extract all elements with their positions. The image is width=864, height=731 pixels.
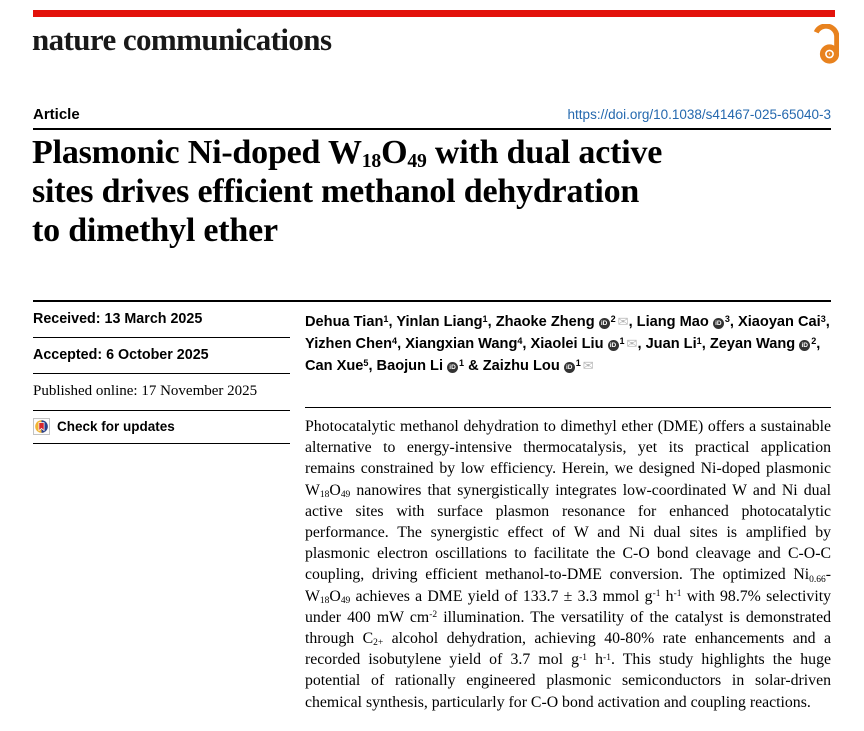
envelope-icon[interactable]: ✉	[626, 336, 638, 351]
received-date: Received: 13 March 2025	[33, 302, 290, 338]
author-name: Juan Li	[645, 336, 697, 352]
author-name: Dehua Tian	[305, 314, 384, 330]
accepted-date: Accepted: 6 October 2025	[33, 338, 290, 374]
page-title: Plasmonic Ni-doped W18O49 with dual acti…	[32, 133, 662, 250]
article-history-sidebar: Received: 13 March 2025 Accepted: 6 Octo…	[33, 302, 290, 444]
open-access-icon	[813, 24, 839, 64]
envelope-icon[interactable]: ✉	[582, 358, 594, 373]
article-meta-row: Article https://doi.org/10.1038/s41467-0…	[33, 106, 831, 123]
affiliation-number: 1	[383, 314, 389, 325]
affiliation-number: 2	[811, 336, 817, 347]
orcid-id-icon[interactable]: iD	[598, 318, 610, 329]
author-list: Dehua Tian1, Yinlan Liang1, Zhaoke Zheng…	[305, 314, 830, 374]
brand-accent-bar	[33, 10, 835, 17]
abstract-text: Photocatalytic methanol dehydration to d…	[305, 418, 831, 711]
author-name: Zhaoke Zheng	[495, 314, 595, 330]
affiliation-number: 2	[610, 314, 616, 325]
author-name: Xiaoyan Cai	[738, 314, 821, 330]
header-divider	[33, 128, 831, 130]
orcid-id-icon[interactable]: iD	[447, 362, 459, 373]
orcid-id-icon[interactable]: iD	[563, 362, 575, 373]
affiliation-number: 3	[820, 314, 826, 325]
article-type-label: Article	[33, 106, 80, 123]
published-date: Published online: 17 November 2025	[33, 374, 290, 411]
author-name: Can Xue	[305, 358, 364, 374]
orcid-id-icon[interactable]: iD	[712, 318, 724, 329]
affiliation-number: 1	[619, 336, 625, 347]
columns-top-divider	[33, 300, 831, 302]
crossmark-icon	[33, 418, 50, 435]
author-name: Zeyan Wang	[709, 336, 796, 352]
affiliation-number: 1	[696, 336, 702, 347]
affiliation-number: 5	[363, 358, 369, 369]
author-name: Yizhen Chen	[305, 336, 393, 352]
doi-link[interactable]: https://doi.org/10.1038/s41467-025-65040…	[567, 107, 831, 122]
author-name: Liang Mao	[636, 314, 709, 330]
journal-logo: nature communications	[32, 22, 332, 57]
orcid-id-icon[interactable]: iD	[799, 340, 811, 351]
author-name: Zaizhu Lou	[482, 358, 560, 374]
affiliation-number: 4	[392, 336, 398, 347]
affiliation-number: 1	[482, 314, 488, 325]
author-name: Xiangxian Wang	[405, 336, 518, 352]
article-main-column: Dehua Tian1, Yinlan Liang1, Zhaoke Zheng…	[305, 302, 831, 713]
title-line-3: to dimethyl ether	[32, 212, 278, 249]
abstract-section: Photocatalytic methanol dehydration to d…	[305, 407, 831, 713]
affiliation-number: 4	[517, 336, 523, 347]
orcid-id-icon[interactable]: iD	[607, 340, 619, 351]
title-line-1: Plasmonic Ni-doped W18O49 with dual acti…	[32, 134, 663, 172]
envelope-icon[interactable]: ✉	[617, 314, 629, 329]
affiliation-number: 3	[724, 314, 730, 325]
author-name: Yinlan Liang	[396, 314, 483, 330]
check-for-updates-label: Check for updates	[57, 419, 175, 434]
affiliation-number: 1	[575, 358, 581, 369]
title-line-2: sites drives efficient methanol dehydrat…	[32, 173, 640, 210]
author-name: Baojun Li	[376, 358, 444, 374]
author-name: Xiaolei Liu	[530, 336, 604, 352]
affiliation-number: 1	[459, 358, 465, 369]
check-for-updates-button[interactable]: Check for updates	[33, 411, 290, 444]
